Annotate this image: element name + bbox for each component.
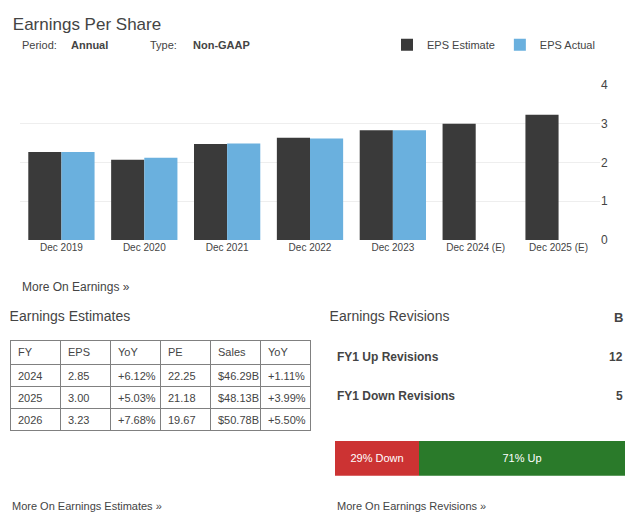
svg-text:More On Earnings »: More On Earnings » bbox=[22, 280, 130, 294]
svg-text:3.23: 3.23 bbox=[68, 414, 89, 426]
svg-text:Non-GAAP: Non-GAAP bbox=[193, 39, 250, 51]
svg-text:4: 4 bbox=[601, 78, 608, 92]
svg-text:Dec 2023: Dec 2023 bbox=[371, 242, 414, 253]
svg-text:1: 1 bbox=[601, 194, 608, 208]
svg-text:Period:: Period: bbox=[22, 39, 57, 51]
svg-text:12: 12 bbox=[609, 350, 623, 364]
svg-text:2026: 2026 bbox=[18, 414, 42, 426]
svg-text:71% Up: 71% Up bbox=[502, 452, 541, 464]
svg-text:FY: FY bbox=[18, 346, 33, 358]
svg-text:Dec 2024 (E): Dec 2024 (E) bbox=[446, 242, 505, 253]
svg-text:More On Earnings Estimates »: More On Earnings Estimates » bbox=[12, 500, 162, 512]
svg-text:Dec 2019: Dec 2019 bbox=[40, 242, 83, 253]
svg-text:Dec 2021: Dec 2021 bbox=[206, 242, 249, 253]
svg-text:$46.29B: $46.29B bbox=[218, 370, 259, 382]
svg-text:Dec 2025 (E): Dec 2025 (E) bbox=[529, 242, 588, 253]
svg-text:+3.99%: +3.99% bbox=[268, 392, 306, 404]
svg-text:0: 0 bbox=[601, 233, 608, 247]
svg-text:+5.50%: +5.50% bbox=[268, 414, 306, 426]
svg-text:EPS Estimate: EPS Estimate bbox=[427, 39, 495, 51]
svg-text:Dec 2020: Dec 2020 bbox=[123, 242, 166, 253]
svg-text:YoY: YoY bbox=[268, 346, 288, 358]
svg-text:B: B bbox=[614, 310, 623, 325]
svg-text:2: 2 bbox=[601, 156, 608, 170]
svg-text:2.85: 2.85 bbox=[68, 370, 89, 382]
svg-text:More On Earnings Revisions »: More On Earnings Revisions » bbox=[337, 500, 486, 512]
svg-text:Annual: Annual bbox=[71, 39, 108, 51]
svg-text:3.00: 3.00 bbox=[68, 392, 89, 404]
svg-text:PE: PE bbox=[168, 346, 183, 358]
svg-text:22.25: 22.25 bbox=[168, 370, 196, 382]
svg-text:19.67: 19.67 bbox=[168, 414, 196, 426]
svg-text:5: 5 bbox=[616, 389, 623, 403]
svg-text:+1.11%: +1.11% bbox=[268, 370, 305, 382]
svg-text:EPS: EPS bbox=[68, 346, 90, 358]
svg-text:FY1 Down Revisions: FY1 Down Revisions bbox=[337, 389, 455, 403]
svg-text:Earnings Revisions: Earnings Revisions bbox=[330, 308, 450, 324]
svg-text:$48.13B: $48.13B bbox=[218, 392, 259, 404]
svg-text:Earnings Estimates: Earnings Estimates bbox=[10, 308, 131, 324]
svg-text:Dec 2022: Dec 2022 bbox=[289, 242, 332, 253]
svg-text:2025: 2025 bbox=[18, 392, 42, 404]
svg-text:+6.12%: +6.12% bbox=[118, 370, 156, 382]
svg-text:FY1 Up Revisions: FY1 Up Revisions bbox=[337, 350, 439, 364]
svg-text:EPS Actual: EPS Actual bbox=[540, 39, 595, 51]
svg-text:Type:: Type: bbox=[150, 39, 177, 51]
svg-text:21.18: 21.18 bbox=[168, 392, 196, 404]
svg-text:29% Down: 29% Down bbox=[350, 452, 403, 464]
svg-text:+7.68%: +7.68% bbox=[118, 414, 156, 426]
svg-text:+5.03%: +5.03% bbox=[118, 392, 156, 404]
svg-text:YoY: YoY bbox=[118, 346, 138, 358]
svg-text:3: 3 bbox=[601, 117, 608, 131]
svg-text:Sales: Sales bbox=[218, 346, 246, 358]
svg-text:Earnings Per Share: Earnings Per Share bbox=[13, 15, 161, 34]
svg-text:2024: 2024 bbox=[18, 370, 42, 382]
svg-text:$50.78B: $50.78B bbox=[218, 414, 259, 426]
